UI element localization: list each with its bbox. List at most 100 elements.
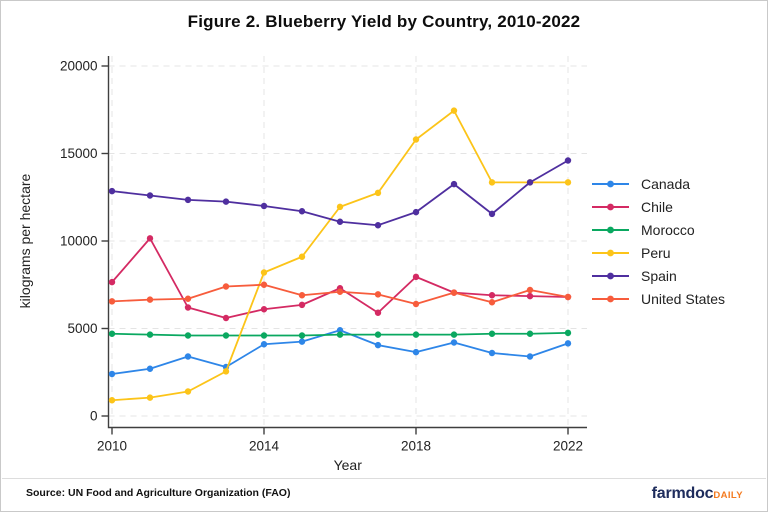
data-point-canada — [108, 370, 116, 378]
legend-item-peru: Peru — [591, 245, 725, 261]
data-point-spain — [146, 192, 154, 199]
data-point-canada — [526, 353, 534, 360]
data-point-morocco — [146, 331, 154, 338]
data-point-morocco — [108, 330, 116, 337]
data-point-chile — [222, 314, 230, 322]
data-point-united-states — [298, 292, 306, 299]
data-point-peru — [260, 269, 268, 276]
data-point-morocco — [222, 332, 230, 339]
data-point-united-states — [564, 293, 572, 301]
chart-legend: Canada Chile Morocco Peru Spain United States — [591, 176, 726, 307]
series-line-spain — [111, 159, 569, 227]
data-point-chile — [298, 301, 306, 309]
data-point-peru — [450, 107, 458, 114]
series-line-chile — [111, 237, 569, 319]
legend-label-morocco: Morocco — [641, 222, 695, 238]
data-point-canada — [564, 340, 572, 347]
data-point-canada — [260, 341, 268, 348]
data-point-united-states — [450, 289, 458, 296]
legend-label-united-states: United States — [641, 291, 726, 307]
data-point-united-states — [488, 299, 496, 306]
data-point-chile — [374, 309, 382, 316]
data-point-morocco — [526, 330, 534, 337]
series-united-states — [108, 281, 572, 308]
data-point-peru — [108, 397, 116, 404]
data-point-united-states — [526, 286, 534, 294]
data-point-chile — [108, 278, 116, 286]
data-point-spain — [374, 222, 382, 229]
data-point-spain — [412, 208, 420, 216]
data-point-morocco — [488, 330, 496, 337]
y-tick-label: 0 — [90, 409, 98, 424]
data-point-spain — [298, 208, 306, 215]
series-line-peru — [111, 109, 568, 402]
legend-item-canada: Canada — [591, 176, 725, 192]
data-point-spain — [526, 179, 534, 186]
data-point-united-states — [184, 295, 192, 302]
data-point-peru — [564, 179, 572, 186]
legend-marker-morocco — [592, 226, 629, 234]
data-point-morocco — [260, 332, 268, 339]
legend-label-canada: Canada — [641, 176, 691, 192]
data-point-canada — [374, 341, 382, 349]
data-point-spain — [564, 157, 572, 164]
data-point-united-states — [108, 298, 116, 305]
legend-item-chile: Chile — [591, 199, 725, 215]
series-morocco — [108, 329, 572, 339]
data-point-peru — [412, 136, 420, 143]
data-point-canada — [450, 339, 458, 346]
data-point-morocco — [336, 331, 344, 338]
data-point-morocco — [412, 331, 420, 338]
legend-marker-canada — [592, 180, 629, 188]
series-chile — [108, 235, 572, 322]
data-point-spain — [108, 187, 116, 195]
x-axis-title: Year — [334, 457, 363, 473]
data-point-united-states — [374, 291, 382, 298]
data-point-spain — [260, 202, 268, 210]
data-point-chile — [260, 306, 268, 313]
data-point-peru — [184, 388, 192, 395]
data-point-chile — [488, 292, 496, 299]
data-point-canada — [184, 353, 192, 360]
legend-marker-peru — [592, 249, 629, 257]
data-point-united-states — [146, 296, 154, 303]
data-point-morocco — [450, 331, 458, 338]
legend-item-united-states: United States — [591, 291, 726, 307]
series-peru — [108, 107, 572, 404]
x-tick-label: 2010 — [97, 439, 127, 454]
data-point-spain — [222, 198, 230, 205]
data-point-canada — [298, 338, 306, 345]
data-point-united-states — [260, 281, 268, 288]
chart-title: Figure 2. Blueberry Yield by Country, 20… — [187, 12, 581, 31]
legend-label-spain: Spain — [641, 268, 677, 284]
y-tick-label: 15000 — [60, 146, 98, 161]
legend-marker-spain — [592, 272, 629, 280]
data-point-peru — [374, 189, 382, 197]
y-axis-title: kilograms per hectare — [17, 173, 33, 308]
data-point-united-states — [336, 288, 344, 295]
legend-item-spain: Spain — [591, 268, 725, 284]
data-point-peru — [336, 203, 344, 211]
data-point-morocco — [184, 332, 192, 339]
axis-ticks: 0 5000 10000 15000 20000 2010 2014 2018 2022 — [60, 59, 583, 454]
x-tick-label: 2014 — [249, 439, 280, 454]
data-point-canada — [336, 327, 344, 334]
y-tick-label: 10000 — [60, 234, 98, 249]
series-spain — [108, 157, 572, 229]
data-point-spain — [450, 180, 458, 188]
data-point-spain — [336, 218, 344, 225]
data-point-peru — [222, 368, 230, 375]
gridlines — [108, 56, 587, 428]
logo-farmdoc-text: farmdoc — [651, 485, 714, 502]
data-point-morocco — [298, 332, 306, 339]
data-point-spain — [184, 196, 192, 204]
y-tick-label: 5000 — [67, 321, 97, 336]
legend-marker-united-states — [592, 295, 629, 303]
data-point-spain — [488, 210, 496, 218]
logo-daily-text: DAILY — [713, 490, 743, 501]
data-point-chile — [184, 304, 192, 311]
footer-divider — [2, 478, 766, 479]
data-point-canada — [412, 348, 420, 356]
